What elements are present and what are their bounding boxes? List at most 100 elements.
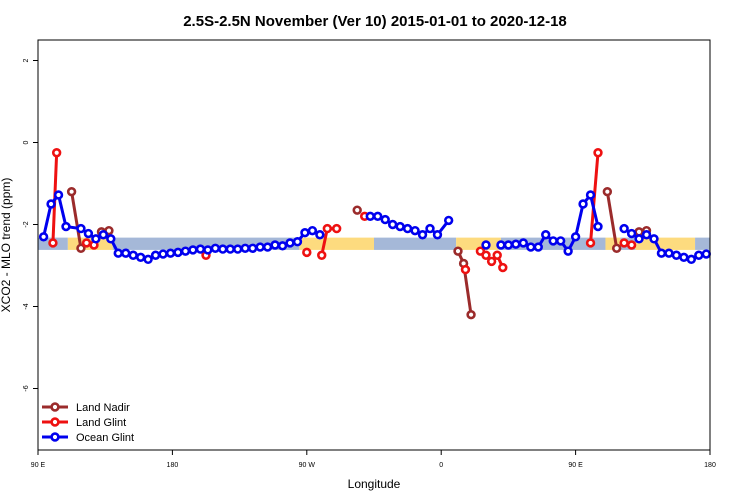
x-tick-label-3: 0 <box>439 462 443 469</box>
series-2-point-1-0 <box>365 211 375 222</box>
series-1-point-8-0 <box>585 238 596 248</box>
series-2-point-4-1 <box>626 228 637 239</box>
legend-swatch-marker-0 <box>50 402 60 412</box>
series-2-point-0-10 <box>121 248 131 258</box>
series-2-point-3-10 <box>570 232 581 242</box>
series-2-point-3-5 <box>533 242 543 252</box>
x-tick-label-2: 90 W <box>299 462 316 469</box>
legend-swatch-marker-1 <box>50 417 60 427</box>
x-tick-label-1: 180 <box>167 462 179 469</box>
y-tick-label-3: -4 <box>23 303 30 309</box>
series-2-point-4-9 <box>686 254 697 265</box>
series-2-point-3-9 <box>563 246 573 256</box>
series-2-point-4-7 <box>671 250 682 260</box>
legend-label-1: Land Glint <box>76 417 126 429</box>
series-2-point-0-7 <box>98 230 109 240</box>
series-2-point-0-27 <box>247 243 258 253</box>
series-2-point-3-2 <box>511 239 521 249</box>
series-2-point-0-15 <box>158 249 168 259</box>
series-2-point-0-11 <box>128 250 138 260</box>
legend-swatch-marker-2 <box>50 432 60 442</box>
y-tick-label-4: -6 <box>23 385 30 391</box>
series-2-point-3-8 <box>555 236 566 246</box>
series-2-point-0-0 <box>38 232 49 242</box>
series-2-point-3-6 <box>541 230 551 240</box>
series-2-point-3-11 <box>578 199 588 209</box>
series-2 <box>38 190 711 265</box>
series-2-point-0-14 <box>150 250 161 260</box>
series-0-point-0-0 <box>66 187 77 197</box>
series-1-point-4-0 <box>317 250 327 260</box>
series-2-point-3-1 <box>503 240 514 250</box>
series-1-point-1-0 <box>81 238 92 248</box>
series-1-point-7-4 <box>498 262 508 273</box>
legend-label-0: Land Nadir <box>76 402 130 414</box>
y-axis-label: XCO2 - MLO trend (ppm) <box>0 178 13 313</box>
chart-title: 2.5S-2.5N November (Ver 10) 2015-01-01 t… <box>183 13 567 30</box>
x-tick-label-4: 90 E <box>568 462 583 469</box>
series-2-point-0-33 <box>292 237 303 247</box>
series-2-point-0-3 <box>61 221 71 232</box>
series-2-point-0-16 <box>165 248 176 258</box>
series-2-point-0-6 <box>91 234 101 244</box>
series-2-point-1-9 <box>432 230 443 240</box>
series-0-point-0-1 <box>76 243 86 253</box>
series-2-point-0-12 <box>135 252 146 262</box>
series-2-point-1-1 <box>373 211 383 222</box>
y-axis: 2 0 -2 -4 -6 <box>23 58 38 392</box>
x-axis-label: Longitude <box>348 477 401 491</box>
series-2-point-2-0 <box>481 240 491 250</box>
legend-item-0: Land Nadir <box>42 402 130 414</box>
series-2-point-4-6 <box>664 248 674 258</box>
series-2-point-0-36 <box>315 230 325 240</box>
series-2-point-0-31 <box>277 241 288 251</box>
series-2-point-0-9 <box>113 248 123 258</box>
series-2-point-0-2 <box>53 190 64 200</box>
series-2-point-0-23 <box>218 244 228 254</box>
legend: Land Nadir Land Glint Ocean Glint <box>42 402 134 444</box>
band-segment-10 <box>695 237 710 250</box>
series-2-point-0-5 <box>83 228 94 239</box>
series-0-point-3-2 <box>466 310 476 320</box>
band-segment-4 <box>374 237 457 250</box>
series-0-point-4-0 <box>602 187 613 197</box>
series-2-point-0-35 <box>307 225 318 236</box>
series-1-point-4-1 <box>322 223 333 234</box>
series-2-point-1-8 <box>425 223 435 234</box>
series-1-point-8-1 <box>593 148 603 158</box>
band-segment-3 <box>299 237 374 250</box>
series-2-point-0-20 <box>195 244 206 254</box>
series-2-point-1-5 <box>402 223 413 234</box>
series-1-point-3-0 <box>302 247 312 258</box>
series-1-point-9-0 <box>619 238 629 248</box>
series-1-point-7-1 <box>481 250 491 260</box>
series-0-point-2-0 <box>352 205 362 215</box>
y-tick-label-0: 2 <box>23 58 30 62</box>
series-2-point-0-19 <box>188 245 198 255</box>
series-2-point-1-10 <box>443 215 454 226</box>
series-2-point-0-30 <box>270 240 280 250</box>
x-tick-label-5: 180 <box>704 462 716 469</box>
series-2-point-3-3 <box>518 238 529 248</box>
series-2-point-0-21 <box>203 245 213 255</box>
series-1-point-4-2 <box>331 223 342 234</box>
legend-label-2: Ocean Glint <box>76 432 134 444</box>
series-2-point-4-11 <box>701 249 711 259</box>
series-2-point-0-34 <box>300 228 310 238</box>
series-2-point-3-12 <box>585 190 596 200</box>
series-2-point-0-13 <box>143 254 153 265</box>
series-2-point-1-4 <box>395 221 405 232</box>
series-0-line-4 <box>605 191 619 249</box>
series-1-point-6-0 <box>460 264 471 275</box>
band-segment-9 <box>635 237 696 250</box>
series-0-point-4-1 <box>611 243 622 253</box>
series-2-point-4-3 <box>641 230 652 240</box>
series-1-line-8 <box>589 152 600 244</box>
series-2-point-0-18 <box>180 246 191 256</box>
series-2-point-3-13 <box>593 221 603 232</box>
series-2-point-4-8 <box>679 252 689 262</box>
series-layer <box>38 148 711 320</box>
x-axis: 90 E 180 90 W 0 90 E 180 <box>31 450 716 469</box>
series-2-point-4-10 <box>694 250 704 260</box>
